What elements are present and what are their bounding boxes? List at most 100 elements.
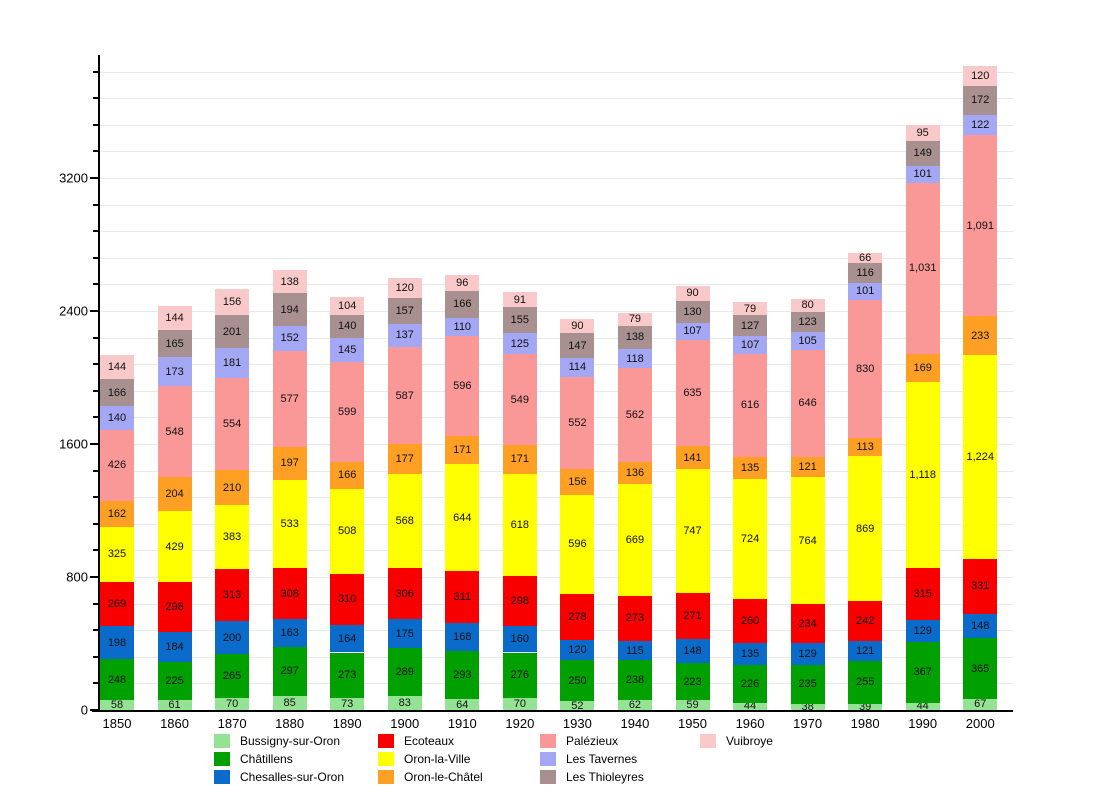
bar-segment: 265 xyxy=(215,654,250,699)
bar-value-label: 141 xyxy=(683,451,702,464)
bar-value-label: 145 xyxy=(338,344,357,357)
bar-value-label: 95 xyxy=(916,127,929,140)
bar-segment: 129 xyxy=(790,643,825,665)
bar-segment: 79 xyxy=(733,302,768,316)
bar-segment: 618 xyxy=(502,473,537,577)
gridline xyxy=(100,124,1013,126)
bar-segment: 165 xyxy=(157,329,192,358)
bar-segment: 1,031 xyxy=(905,182,940,354)
bar-segment: 105 xyxy=(790,332,825,350)
bar-segment: 310 xyxy=(330,573,365,626)
bar-value-label: 238 xyxy=(625,673,645,686)
gridline xyxy=(100,71,1013,73)
bar-value-label: 39 xyxy=(859,700,872,713)
bar-value-label: 127 xyxy=(740,319,760,332)
bar-value-label: 616 xyxy=(740,399,760,412)
bar-segment: 80 xyxy=(790,298,825,312)
gridline xyxy=(100,603,1013,605)
x-axis-label: 1880 xyxy=(275,716,305,731)
bar-value-label: 577 xyxy=(280,392,299,405)
bar-value-label: 298 xyxy=(510,595,530,608)
bar-value-label: 552 xyxy=(568,416,587,429)
bar-segment: 204 xyxy=(157,477,192,512)
legend-item: Bussigny-sur-Oron xyxy=(214,733,340,748)
bar-segment: 315 xyxy=(905,567,940,621)
bar-value-label: 426 xyxy=(107,459,127,472)
bar-segment: 260 xyxy=(733,599,768,643)
bar-segment: 67 xyxy=(963,698,998,710)
bar-value-label: 166 xyxy=(453,298,472,311)
bar-segment: 298 xyxy=(502,576,537,626)
bar-value-label: 1,031 xyxy=(908,262,937,275)
y-axis-tick xyxy=(93,123,98,126)
bar-value-label: 140 xyxy=(338,320,357,333)
bar-segment: 596 xyxy=(560,494,595,594)
bar-segment: 101 xyxy=(905,165,940,183)
y-axis-tick xyxy=(93,602,98,605)
bar-segment: 1,224 xyxy=(963,355,998,559)
gridline xyxy=(100,337,1013,339)
bar-segment: 184 xyxy=(157,631,192,663)
legend-swatch-icon xyxy=(540,751,556,766)
bar-value-label: 169 xyxy=(913,361,932,374)
bar-value-label: 184 xyxy=(165,641,184,654)
bar-segment: 669 xyxy=(617,484,652,596)
bar-value-label: 554 xyxy=(222,418,242,431)
bar-value-label: 101 xyxy=(913,168,932,181)
legend-item: Chesalles-sur-Oron xyxy=(214,769,344,784)
bar-value-label: 105 xyxy=(798,335,817,348)
gridline xyxy=(100,178,1013,180)
bar-value-label: 308 xyxy=(280,587,299,600)
x-axis-label: 1890 xyxy=(332,716,362,731)
legend-swatch-icon xyxy=(378,751,394,766)
gridline xyxy=(100,417,1013,419)
bar-value-label: 79 xyxy=(628,313,642,326)
legend-item: Palézieux xyxy=(540,733,618,748)
gridline xyxy=(100,390,1013,392)
bar-value-label: 210 xyxy=(222,481,242,494)
bar-value-label: 52 xyxy=(571,699,584,712)
bar-value-label: 59 xyxy=(686,699,699,712)
bar-segment: 177 xyxy=(387,444,422,474)
bar-value-label: 1,091 xyxy=(966,219,995,232)
gridline xyxy=(100,204,1013,206)
bar-value-label: 138 xyxy=(625,331,645,344)
bar-segment: 138 xyxy=(272,270,307,294)
bar-segment: 140 xyxy=(100,406,134,430)
bar-value-label: 163 xyxy=(280,626,299,639)
bar-value-label: 747 xyxy=(683,525,702,538)
legend-label: Châtillens xyxy=(240,751,293,766)
y-axis-tick xyxy=(90,310,98,312)
bar-value-label: 194 xyxy=(280,303,299,316)
bar-value-label: 138 xyxy=(280,275,299,288)
x-axis-label: 1990 xyxy=(908,716,938,731)
bar-segment: 172 xyxy=(963,86,998,115)
bar-segment: 121 xyxy=(790,457,825,478)
bar-segment: 114 xyxy=(560,357,595,377)
bar-value-label: 276 xyxy=(510,669,530,682)
bar-value-label: 165 xyxy=(165,337,184,350)
bar-segment: 157 xyxy=(387,297,422,324)
x-axis-label: 1950 xyxy=(678,716,707,731)
bar-segment: 306 xyxy=(387,568,422,620)
x-axis-label: 1910 xyxy=(447,716,477,731)
bar-value-label: 155 xyxy=(510,314,530,327)
y-axis-tick xyxy=(93,629,98,632)
bar-segment: 121 xyxy=(848,641,883,662)
bar-value-label: 201 xyxy=(222,325,242,338)
bar-segment: 147 xyxy=(560,333,595,358)
x-axis-label: 1940 xyxy=(620,716,650,731)
bar-value-label: 830 xyxy=(855,362,875,375)
bar-segment: 289 xyxy=(387,648,422,697)
bar-segment: 646 xyxy=(790,349,825,458)
bar-segment: 118 xyxy=(617,348,652,369)
bar-segment: 91 xyxy=(502,292,537,308)
bar-segment: 95 xyxy=(905,125,940,141)
y-axis-tick xyxy=(93,522,98,525)
bar-segment: 764 xyxy=(790,477,825,605)
y-axis-tick xyxy=(93,203,98,206)
bar-segment: 365 xyxy=(963,638,998,699)
bar-segment: 223 xyxy=(675,663,710,701)
bar-value-label: 135 xyxy=(740,461,760,474)
bar-value-label: 114 xyxy=(568,361,587,374)
